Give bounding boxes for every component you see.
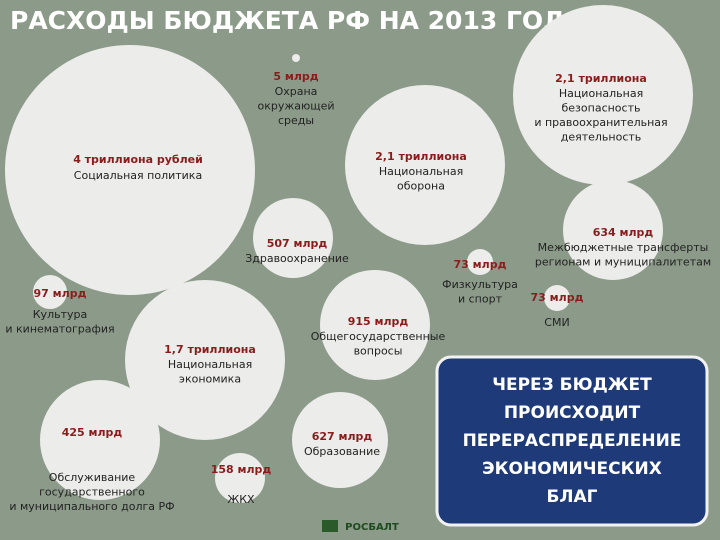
callout-line: ПЕРЕРАСПРЕДЕЛЕНИЕ — [463, 431, 682, 451]
bubble — [125, 280, 285, 440]
bubble — [215, 453, 265, 503]
label: и муниципального долга РФ — [9, 500, 174, 513]
label: безопасность — [562, 102, 641, 115]
label: оборона — [397, 180, 445, 193]
bubble — [320, 270, 430, 380]
amount: 73 млрд — [454, 258, 507, 271]
label: деятельность — [561, 131, 642, 144]
callout-line: ПРОИСХОДИТ — [504, 403, 641, 423]
label: ЖКХ — [227, 493, 255, 506]
amount: 915 млрд — [348, 315, 409, 328]
bubble — [292, 54, 300, 62]
bubble — [513, 5, 693, 185]
bubble — [253, 198, 333, 278]
label: Национальная — [379, 165, 463, 178]
logo: РОСБАЛТ — [345, 522, 399, 533]
callout-line: БЛАГ — [546, 487, 597, 507]
label: экономика — [179, 373, 241, 386]
bubble — [5, 45, 255, 295]
title: РАСХОДЫ БЮДЖЕТА РФ НА 2013 ГОД — [10, 6, 565, 35]
bubble — [40, 380, 160, 500]
bubble — [544, 285, 570, 311]
label: Обслуживание — [49, 471, 136, 484]
callout-line: ЧЕРЕЗ БЮДЖЕТ — [492, 375, 652, 395]
label: регионам и муниципалитетам — [535, 256, 711, 269]
label: вопросы — [354, 345, 403, 358]
amount: 97 млрд — [34, 287, 87, 300]
label: Национальная — [559, 87, 643, 100]
amount: 2,1 триллиона — [375, 150, 467, 163]
callout: ЧЕРЕЗ БЮДЖЕТ ПРОИСХОДИТ ПЕРЕРАСПРЕДЕЛЕНИЕ Э… — [463, 375, 682, 507]
bubbles — [5, 5, 693, 503]
bubble — [33, 275, 67, 309]
logo-icon — [322, 520, 338, 532]
bubble — [563, 180, 663, 280]
label: СМИ — [544, 316, 569, 329]
amount: 627 млрд — [312, 430, 373, 443]
bubble — [292, 392, 388, 488]
label: Здравоохранение — [245, 252, 349, 265]
bubble — [467, 249, 493, 275]
amount: 1,7 триллиона — [164, 343, 256, 356]
amount: 4 триллиона рублей — [73, 153, 203, 166]
label: Социальная политика — [74, 169, 202, 182]
amount: 425 млрд — [62, 426, 123, 439]
label: Образование — [304, 445, 380, 458]
label: Общегосударственные — [311, 330, 446, 343]
label: Охрана — [275, 85, 318, 98]
amount: 507 млрд — [267, 237, 328, 250]
label: и спорт — [458, 293, 503, 306]
callout-line: ЭКОНОМИЧЕСКИХ — [482, 459, 662, 479]
amount: 634 млрд — [593, 226, 654, 239]
label: окружающей — [257, 100, 334, 113]
label: Физкультура — [442, 278, 518, 291]
amount: 158 млрд — [211, 463, 272, 476]
label: Национальная — [168, 358, 252, 371]
label: среды — [278, 114, 314, 127]
labels: 4 триллиона рублей Социальная политика 5 м… — [5, 70, 711, 513]
amount: 5 млрд — [273, 70, 318, 83]
label: Культура — [33, 308, 87, 321]
label: Межбюджетные трансферты — [538, 241, 709, 254]
label: и правоохранительная — [534, 116, 667, 129]
label: государственного — [39, 486, 145, 499]
bubble — [345, 85, 505, 245]
callout-box — [435, 355, 709, 527]
amount: 2,1 триллиона — [555, 72, 647, 85]
label: и кинематография — [5, 323, 114, 336]
amount: 73 млрд — [531, 291, 584, 304]
